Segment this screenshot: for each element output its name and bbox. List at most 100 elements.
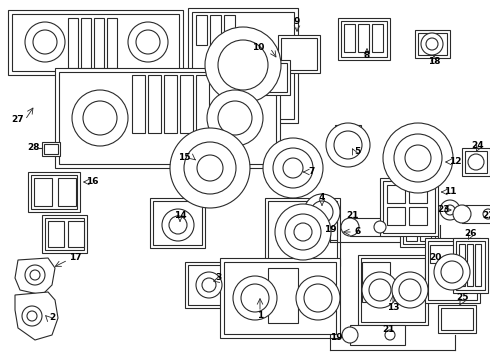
Circle shape xyxy=(283,158,303,178)
Circle shape xyxy=(25,22,65,62)
Text: 24: 24 xyxy=(472,140,484,149)
Circle shape xyxy=(385,330,395,340)
Bar xyxy=(148,75,161,133)
Text: 21: 21 xyxy=(382,325,394,334)
Bar xyxy=(406,218,417,241)
Bar xyxy=(467,244,473,286)
Circle shape xyxy=(170,128,250,208)
Circle shape xyxy=(22,306,42,326)
Bar xyxy=(58,178,76,206)
Text: 16: 16 xyxy=(86,177,98,186)
Bar xyxy=(387,185,405,203)
Text: 12: 12 xyxy=(449,158,461,166)
Bar xyxy=(8,10,183,75)
Bar xyxy=(59,72,276,164)
Bar xyxy=(45,218,84,250)
Text: 4: 4 xyxy=(319,194,325,202)
Circle shape xyxy=(362,272,398,308)
Bar xyxy=(465,151,487,173)
Text: 27: 27 xyxy=(12,116,24,125)
Bar xyxy=(12,14,179,71)
Bar xyxy=(361,258,425,322)
Bar xyxy=(441,308,473,330)
Bar xyxy=(325,222,337,240)
Text: 21: 21 xyxy=(346,211,358,220)
Circle shape xyxy=(285,214,321,250)
Circle shape xyxy=(468,154,484,170)
Bar xyxy=(350,218,400,236)
Bar xyxy=(224,262,336,334)
Circle shape xyxy=(342,327,358,343)
Bar xyxy=(55,68,280,168)
Bar xyxy=(28,172,80,212)
Text: 9: 9 xyxy=(294,18,300,27)
Circle shape xyxy=(392,272,428,308)
Bar xyxy=(338,18,390,60)
Circle shape xyxy=(197,155,223,181)
Text: 11: 11 xyxy=(444,188,456,197)
Circle shape xyxy=(275,204,331,260)
Bar xyxy=(196,15,207,45)
Bar xyxy=(358,255,428,325)
Bar xyxy=(380,178,438,236)
Circle shape xyxy=(72,90,128,146)
Bar xyxy=(188,8,298,123)
Bar xyxy=(248,60,290,95)
Bar xyxy=(415,30,450,58)
Bar xyxy=(153,201,202,245)
Text: 2: 2 xyxy=(49,314,55,323)
Circle shape xyxy=(196,272,222,298)
Polygon shape xyxy=(15,292,58,340)
Text: 10: 10 xyxy=(252,44,264,53)
Bar xyxy=(188,265,230,305)
Polygon shape xyxy=(15,258,55,295)
Bar xyxy=(180,75,193,133)
Bar xyxy=(268,268,298,323)
Bar xyxy=(68,221,84,247)
Text: 1: 1 xyxy=(257,310,263,320)
Circle shape xyxy=(445,205,455,215)
Bar xyxy=(132,75,145,133)
Bar xyxy=(383,181,435,233)
Bar xyxy=(281,38,317,70)
Bar xyxy=(107,18,117,68)
Bar xyxy=(341,21,387,57)
Bar xyxy=(34,178,52,206)
Circle shape xyxy=(304,194,340,230)
Text: 6: 6 xyxy=(355,228,361,237)
Bar xyxy=(31,175,77,209)
Bar xyxy=(48,221,64,247)
Bar xyxy=(350,325,405,345)
Circle shape xyxy=(136,30,160,54)
Text: 17: 17 xyxy=(69,253,81,262)
Circle shape xyxy=(369,279,391,301)
Bar xyxy=(403,215,435,244)
Bar xyxy=(344,24,355,52)
Bar xyxy=(268,201,337,263)
Bar xyxy=(420,218,431,241)
Circle shape xyxy=(311,201,333,223)
Bar xyxy=(210,15,221,45)
Bar xyxy=(164,75,177,133)
Circle shape xyxy=(483,209,490,219)
Bar xyxy=(185,262,233,308)
Circle shape xyxy=(30,270,40,280)
Bar xyxy=(81,18,91,68)
Bar xyxy=(456,241,485,290)
Circle shape xyxy=(426,38,438,50)
Bar xyxy=(68,18,78,68)
Bar xyxy=(462,205,490,223)
Circle shape xyxy=(27,311,37,321)
Text: 26: 26 xyxy=(464,229,476,238)
Bar xyxy=(358,24,369,52)
Bar xyxy=(400,212,438,247)
Bar xyxy=(462,148,490,176)
Bar xyxy=(265,198,340,266)
Bar xyxy=(251,63,287,92)
Circle shape xyxy=(453,205,471,223)
Text: 28: 28 xyxy=(27,144,39,153)
Text: 5: 5 xyxy=(354,148,360,157)
Circle shape xyxy=(394,134,442,182)
Circle shape xyxy=(304,284,332,312)
Text: 8: 8 xyxy=(364,51,370,60)
